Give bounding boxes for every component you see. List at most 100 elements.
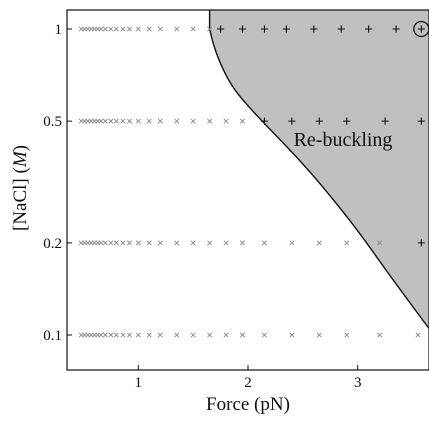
plus-marker-6 [365,25,373,33]
x-marker-13 [146,26,152,32]
x-marker-82 [239,332,246,338]
x-marker-87 [377,332,383,338]
y-tick-label-3: 1 [55,22,63,38]
x-marker-75 [135,332,141,338]
plus-marker-10 [288,117,296,125]
region-layer [208,10,429,329]
x-marker-56 [223,240,229,246]
plus-marker-8 [417,25,425,33]
x-marker-28 [120,118,126,124]
x-marker-78 [174,332,180,338]
x-marker-6 [98,26,104,32]
x-marker-58 [261,240,267,246]
x-marker-70 [102,332,108,338]
y-axis-title: [NaCl] (M) [10,145,31,231]
x-marker-49 [127,240,133,246]
x-marker-86 [344,332,350,338]
x-marker-11 [127,26,133,32]
plus-marker-11 [315,117,323,125]
x-marker-76 [146,332,152,338]
x-marker-9 [113,26,119,32]
plus-marker-7 [392,25,400,33]
x-marker-73 [120,332,126,338]
x-marker-61 [344,240,350,246]
plus-marker-0 [216,25,225,33]
rebuckling-region [209,10,429,329]
y-axis-title-unit: M [10,150,31,168]
x-marker-32 [157,118,163,124]
x-marker-62 [377,240,383,246]
x-marker-17 [207,26,213,32]
x-marker-35 [207,118,213,124]
region-label: Re-buckling [294,129,393,151]
x-tick-label-1: 2 [244,375,252,391]
y-axis-title-main: [NaCl] ( [10,167,31,231]
x-marker-31 [146,118,152,124]
y-axis-title-close: ) [10,145,31,151]
x-marker-14 [157,26,163,32]
x-marker-50 [135,240,141,246]
x-marker-77 [157,332,163,338]
x-marker-81 [223,332,229,338]
y-tick-label-1: 0.2 [43,236,62,252]
x-marker-80 [207,332,213,338]
x-marker-51 [146,240,152,246]
plus-marker-13 [381,117,389,125]
x-marker-47 [113,240,119,246]
x-marker-52 [157,240,163,246]
x-marker-37 [239,118,246,124]
x-tick-label-2: 3 [354,375,362,391]
x-tick-label-0: 1 [135,375,143,391]
x-marker-48 [120,240,126,246]
boundary-curve [208,10,429,329]
x-marker-12 [135,26,141,32]
plus-marker-1 [238,25,247,33]
x-marker-30 [135,118,141,124]
plus-marker-9 [260,117,269,125]
x-marker-57 [239,240,246,246]
x-marker-46 [108,240,114,246]
x-marker-24 [98,118,104,124]
x-marker-7 [102,26,108,32]
x-marker-54 [190,240,196,246]
x-marker-71 [108,332,114,338]
x-marker-88 [415,332,421,338]
x-marker-33 [174,118,180,124]
x-axis-title: Force (pN) [206,394,290,415]
x-marker-72 [113,332,119,338]
label-layer: Re-buckling Force (pN) [NaCl] (M) [10,129,392,415]
axis-layer: 1 2 3 0.1 0.2 0.5 1 [43,9,429,391]
x-marker-53 [174,240,180,246]
x-marker-29 [127,118,133,124]
x-marker-59 [289,240,295,246]
x-marker-36 [223,118,229,124]
x-marker-15 [174,26,180,32]
plus-marker-4 [310,25,318,33]
x-marker-16 [190,26,196,32]
x-marker-34 [190,118,196,124]
x-marker-60 [316,240,322,246]
x-marker-84 [289,332,295,338]
y-tick-label-2: 0.5 [43,114,62,130]
x-marker-55 [207,240,213,246]
x-marker-69 [98,332,104,338]
x-marker-26 [108,118,114,124]
marker-layer [78,20,429,338]
x-marker-45 [102,240,108,246]
plus-marker-2 [260,25,269,33]
y-tick-label-0: 0.1 [43,328,62,344]
plus-marker-14 [417,117,425,125]
x-marker-8 [108,26,114,32]
plus-marker-3 [282,25,290,33]
x-marker-25 [102,118,108,124]
x-marker-44 [98,240,104,246]
x-marker-74 [127,332,133,338]
plus-marker-12 [343,117,351,125]
x-marker-27 [113,118,119,124]
x-marker-79 [190,332,196,338]
plus-marker-5 [337,25,345,33]
x-marker-85 [316,332,322,338]
x-marker-83 [261,332,267,338]
plus-marker-15 [417,239,425,247]
